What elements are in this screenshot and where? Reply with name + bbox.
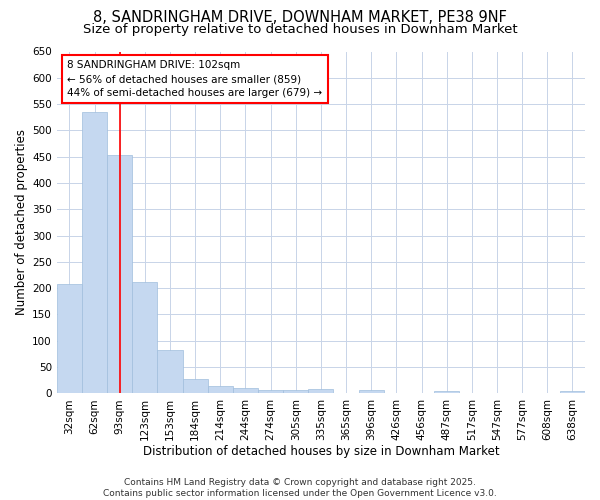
Bar — [560, 390, 585, 394]
Bar — [157, 350, 182, 394]
Bar — [283, 390, 308, 394]
Bar — [359, 390, 384, 394]
Text: Contains HM Land Registry data © Crown copyright and database right 2025.
Contai: Contains HM Land Registry data © Crown c… — [103, 478, 497, 498]
Bar — [132, 282, 157, 394]
Bar — [233, 388, 258, 394]
Bar — [57, 284, 82, 394]
Bar — [308, 389, 334, 394]
X-axis label: Distribution of detached houses by size in Downham Market: Distribution of detached houses by size … — [143, 444, 499, 458]
Bar — [107, 155, 132, 394]
Text: 8 SANDRINGHAM DRIVE: 102sqm
← 56% of detached houses are smaller (859)
44% of se: 8 SANDRINGHAM DRIVE: 102sqm ← 56% of det… — [67, 60, 322, 98]
Bar — [208, 386, 233, 394]
Bar — [82, 112, 107, 394]
Bar — [258, 390, 283, 394]
Text: Size of property relative to detached houses in Downham Market: Size of property relative to detached ho… — [83, 22, 517, 36]
Text: 8, SANDRINGHAM DRIVE, DOWNHAM MARKET, PE38 9NF: 8, SANDRINGHAM DRIVE, DOWNHAM MARKET, PE… — [93, 10, 507, 25]
Bar — [434, 390, 459, 394]
Y-axis label: Number of detached properties: Number of detached properties — [15, 130, 28, 316]
Bar — [182, 379, 208, 394]
